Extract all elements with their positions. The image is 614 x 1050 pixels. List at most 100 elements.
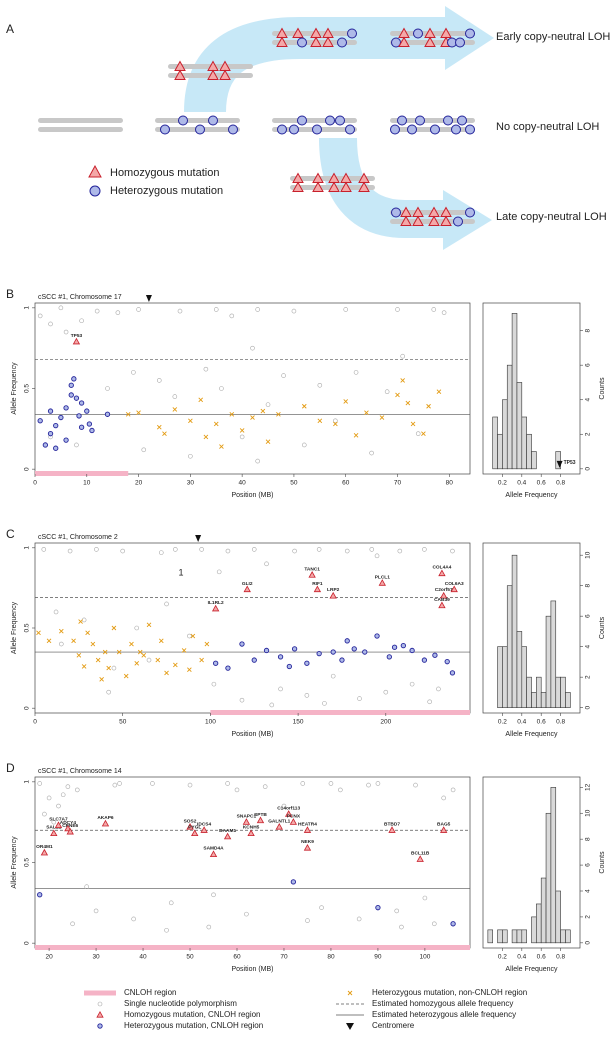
snp-point [441, 310, 447, 315]
snp-point [141, 447, 147, 453]
snp-point [431, 921, 437, 927]
x-axis-label: Position (MB) [231, 492, 273, 499]
hom-marker [358, 181, 370, 192]
x-tick-label: 50 [290, 480, 298, 487]
het-cnloh-point [76, 413, 82, 419]
y-tick-label: 6 [585, 363, 592, 367]
x-tick-label: 0.4 [517, 480, 526, 487]
snp-point [353, 370, 359, 375]
het-marker [457, 115, 467, 126]
het-point [405, 400, 411, 406]
hist-marker-label: TP53 [564, 460, 576, 466]
hom-point [416, 855, 424, 862]
snp-point [319, 905, 324, 910]
het-point [123, 673, 129, 679]
het-cnloh-point [63, 437, 69, 443]
het-point [46, 638, 52, 644]
y-tick-label: 6 [585, 614, 592, 618]
hist-bar [531, 916, 537, 944]
gene-label: GLI2 [242, 581, 253, 587]
het-cnloh-point [89, 427, 95, 434]
snp-point [395, 307, 400, 312]
het-point [181, 648, 187, 653]
het-marker [430, 124, 440, 135]
snp-point [330, 673, 336, 679]
hist-bar [502, 646, 508, 708]
het-cnloh-point [391, 644, 398, 650]
chromosome [390, 118, 475, 123]
gene-label: COL4A4 [432, 565, 451, 571]
legend-symbol [347, 990, 353, 996]
het-marker [347, 28, 357, 39]
het-point [58, 628, 64, 634]
legend-heterozygous: Heterozygous mutation [110, 185, 223, 197]
snp-point [115, 310, 121, 315]
snp-point [74, 442, 79, 448]
hom-marker [219, 69, 231, 80]
snp-point [65, 784, 71, 789]
snp-point [53, 609, 59, 615]
gene-label: C2orf57 [435, 587, 453, 593]
het-point [158, 638, 164, 644]
snp-point [383, 689, 389, 695]
hist-bar [526, 676, 532, 708]
snp-point [366, 782, 371, 788]
het-cnloh-point [42, 442, 49, 448]
snp-point [269, 702, 275, 708]
gene-label: IL1RL2 [208, 600, 224, 606]
y-tick-label: 8 [585, 837, 592, 841]
snp-point [51, 819, 57, 825]
snp-point [374, 553, 380, 559]
het-point [188, 418, 193, 424]
het-point [400, 378, 405, 383]
snp-point [251, 547, 257, 552]
snp-point [168, 900, 174, 906]
het-cnloh-point [339, 657, 345, 663]
het-point [85, 630, 90, 636]
het-cnloh-point [53, 445, 59, 451]
snp-point [304, 693, 310, 698]
hist-bar [502, 929, 508, 944]
het-point [146, 622, 152, 628]
hom-point [191, 829, 199, 837]
het-cnloh-point [375, 905, 381, 911]
x-tick-label: 0.8 [556, 954, 565, 961]
het-cnloh-point [251, 657, 257, 663]
legend-triangle [88, 164, 102, 178]
gene-label: AKAP6 [97, 815, 114, 821]
hom-point [242, 818, 251, 825]
snp-point [397, 548, 403, 554]
het-point [162, 431, 167, 436]
het-marker [195, 124, 205, 135]
snp-point [250, 345, 255, 351]
snp-point [316, 547, 322, 552]
legend-label: Estimated heterozygous allele frequency [372, 1010, 516, 1019]
y-tick-label: 2 [585, 915, 592, 919]
snp-point [37, 781, 42, 786]
snp-point [225, 781, 230, 786]
snp-point [67, 548, 73, 554]
snp-point [234, 787, 240, 793]
snp-point [356, 916, 362, 922]
hist-bar [531, 451, 537, 470]
hom-marker [328, 181, 340, 192]
snp-point [305, 918, 310, 923]
het-marker [277, 124, 287, 135]
het-point [436, 389, 442, 395]
hist-bar [560, 929, 566, 944]
het-marker [413, 28, 423, 39]
het-cnloh-point [78, 400, 85, 406]
gene-label: BCL11B [411, 851, 430, 857]
hom-point [438, 601, 446, 609]
snp-point [211, 892, 216, 898]
het-point [78, 619, 83, 624]
gene-label: ADCY4 [60, 820, 77, 826]
hom-point [303, 843, 312, 851]
y-tick-label: 4 [585, 398, 592, 402]
hist-bar [565, 692, 571, 708]
x-axis-label: Allele Frequency [505, 966, 558, 973]
x-tick-label: 40 [139, 954, 147, 961]
snp-point [42, 811, 47, 817]
het-point [260, 408, 266, 414]
x-axis-label: Position (MB) [231, 731, 273, 738]
